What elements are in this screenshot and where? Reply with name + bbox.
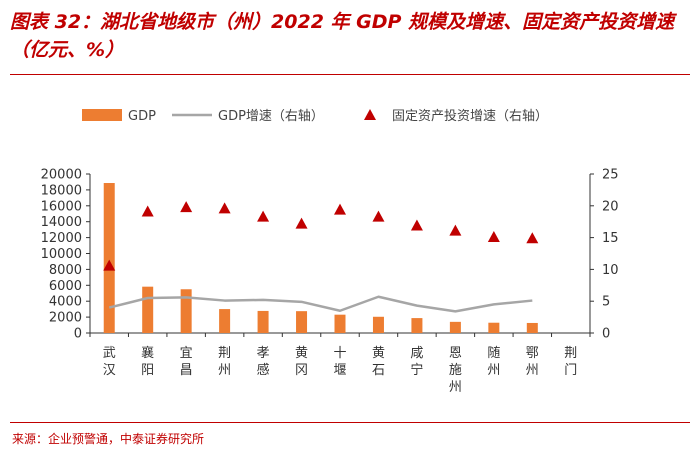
left-tick-label: 4000: [49, 295, 82, 310]
fai-growth-marker: [334, 203, 346, 215]
left-tick-label: 20000: [41, 168, 82, 183]
fai-growth-marker: [487, 230, 500, 242]
gdp-bars: [103, 183, 538, 333]
category-label-char: 黄: [372, 346, 385, 361]
category-label-char: 恩: [449, 346, 462, 361]
left-tick-label: 0: [74, 327, 82, 342]
category-label-char: 感: [257, 362, 270, 378]
category-label: 咸宁: [410, 346, 423, 378]
fai-growth-marker: [180, 201, 193, 213]
gdp-bar: [488, 322, 500, 333]
category-label: 黄石: [372, 346, 385, 378]
fai-growth-marker: [449, 224, 462, 236]
category-label-char: 武: [103, 346, 116, 361]
left-tick-label: 14000: [41, 215, 82, 230]
left-axis: 0200040006000800010000120001400016000180…: [41, 168, 91, 342]
category-label-char: 门: [564, 363, 577, 378]
gdp-bar: [103, 183, 115, 333]
category-label: 宜昌: [180, 346, 193, 378]
category-label-char: 宜: [180, 346, 193, 361]
right-axis: 0 5 10 15 20 25: [589, 168, 619, 342]
gdp-bar: [296, 311, 308, 333]
left-tick-label: 10000: [41, 247, 82, 262]
right-tick-label: 20: [602, 199, 619, 214]
gdp-bar: [372, 316, 384, 333]
source-note: 来源：企业预警通，中泰证券研究所: [12, 432, 205, 446]
left-tick-label: 6000: [49, 279, 82, 294]
gdp-bar: [142, 286, 154, 333]
gdp-growth-line: [108, 295, 533, 313]
fai-growth-marker: [372, 210, 385, 222]
category-label-char: 黄: [295, 346, 308, 361]
fai-growth-marker: [218, 202, 231, 214]
category-label-char: 州: [487, 363, 500, 378]
gdp-bar: [180, 289, 192, 333]
category-label: 武汉: [103, 346, 116, 378]
gdp-bar: [526, 322, 538, 333]
legend: GDP GDP增速（右轴） 固定资产投资增速（右轴）: [82, 108, 548, 124]
chart-title: 图表 32：湖北省地级市（州）2022 年 GDP 规模及增速、固定资产投资增速…: [10, 11, 675, 61]
category-label-char: 施: [449, 363, 462, 378]
gdp-bar: [219, 309, 231, 333]
legend-gdp-label: GDP: [128, 109, 156, 124]
category-label-char: 宁: [410, 362, 423, 378]
category-label-char: 荆: [218, 345, 231, 361]
gdp-bar: [411, 318, 423, 333]
footer-divider: [10, 422, 690, 423]
category-label-char: 随: [487, 346, 500, 361]
fai-growth-markers: [103, 201, 539, 271]
category-label-char: 荆: [564, 345, 577, 361]
fai-growth-marker: [295, 217, 308, 229]
category-label: 荆州: [218, 345, 231, 378]
right-tick-label: 15: [602, 231, 619, 246]
category-label-char: 州: [449, 380, 462, 395]
legend-growth-label: GDP增速（右轴）: [218, 109, 324, 124]
right-tick-label: 5: [602, 295, 610, 310]
category-label-char: 咸: [410, 346, 423, 361]
category-label: 随州: [487, 346, 500, 378]
category-label-char: 汉: [103, 363, 116, 378]
category-label: 十堰: [333, 346, 346, 378]
fai-growth-marker: [257, 210, 270, 222]
category-label: 襄阳: [141, 345, 154, 378]
category-label-char: 州: [526, 363, 539, 378]
gdp-bar: [334, 314, 346, 333]
left-tick-label: 8000: [49, 263, 82, 278]
legend-fai-label: 固定资产投资增速（右轴）: [392, 108, 548, 124]
left-tick-label: 2000: [49, 311, 82, 326]
category-label-char: 石: [372, 363, 385, 378]
category-label: 荆门: [564, 345, 577, 378]
category-label: 孝感: [257, 346, 270, 378]
legend-fai-swatch: [364, 109, 376, 120]
fai-growth-marker: [410, 219, 423, 231]
category-label-char: 孝: [257, 346, 270, 361]
category-label: 恩施州: [449, 346, 462, 395]
category-label-char: 阳: [141, 363, 154, 378]
category-label: 黄冈: [295, 346, 308, 378]
category-label-char: 襄: [141, 345, 154, 361]
category-label: 鄂州: [526, 346, 539, 378]
gdp-bar: [449, 321, 461, 333]
category-label-char: 冈: [295, 363, 308, 378]
title-divider: [10, 74, 690, 75]
category-label-char: 鄂: [526, 346, 539, 361]
category-label-char: 州: [218, 363, 231, 378]
left-tick-label: 18000: [41, 183, 82, 198]
right-tick-label: 10: [602, 263, 619, 278]
category-label-char: 堰: [333, 363, 346, 378]
legend-gdp-swatch: [82, 109, 122, 121]
left-tick-label: 16000: [41, 199, 82, 214]
fai-growth-marker: [141, 205, 154, 217]
category-label-char: 昌: [180, 363, 193, 378]
right-tick-label: 0: [602, 327, 610, 342]
left-tick-label: 12000: [41, 231, 82, 246]
gdp-growth-polyline: [108, 295, 533, 313]
gdp-bar: [257, 310, 269, 333]
category-label-char: 十: [333, 346, 346, 361]
fai-growth-marker: [526, 232, 539, 244]
right-tick-label: 25: [602, 168, 619, 183]
fai-growth-marker: [103, 259, 116, 271]
